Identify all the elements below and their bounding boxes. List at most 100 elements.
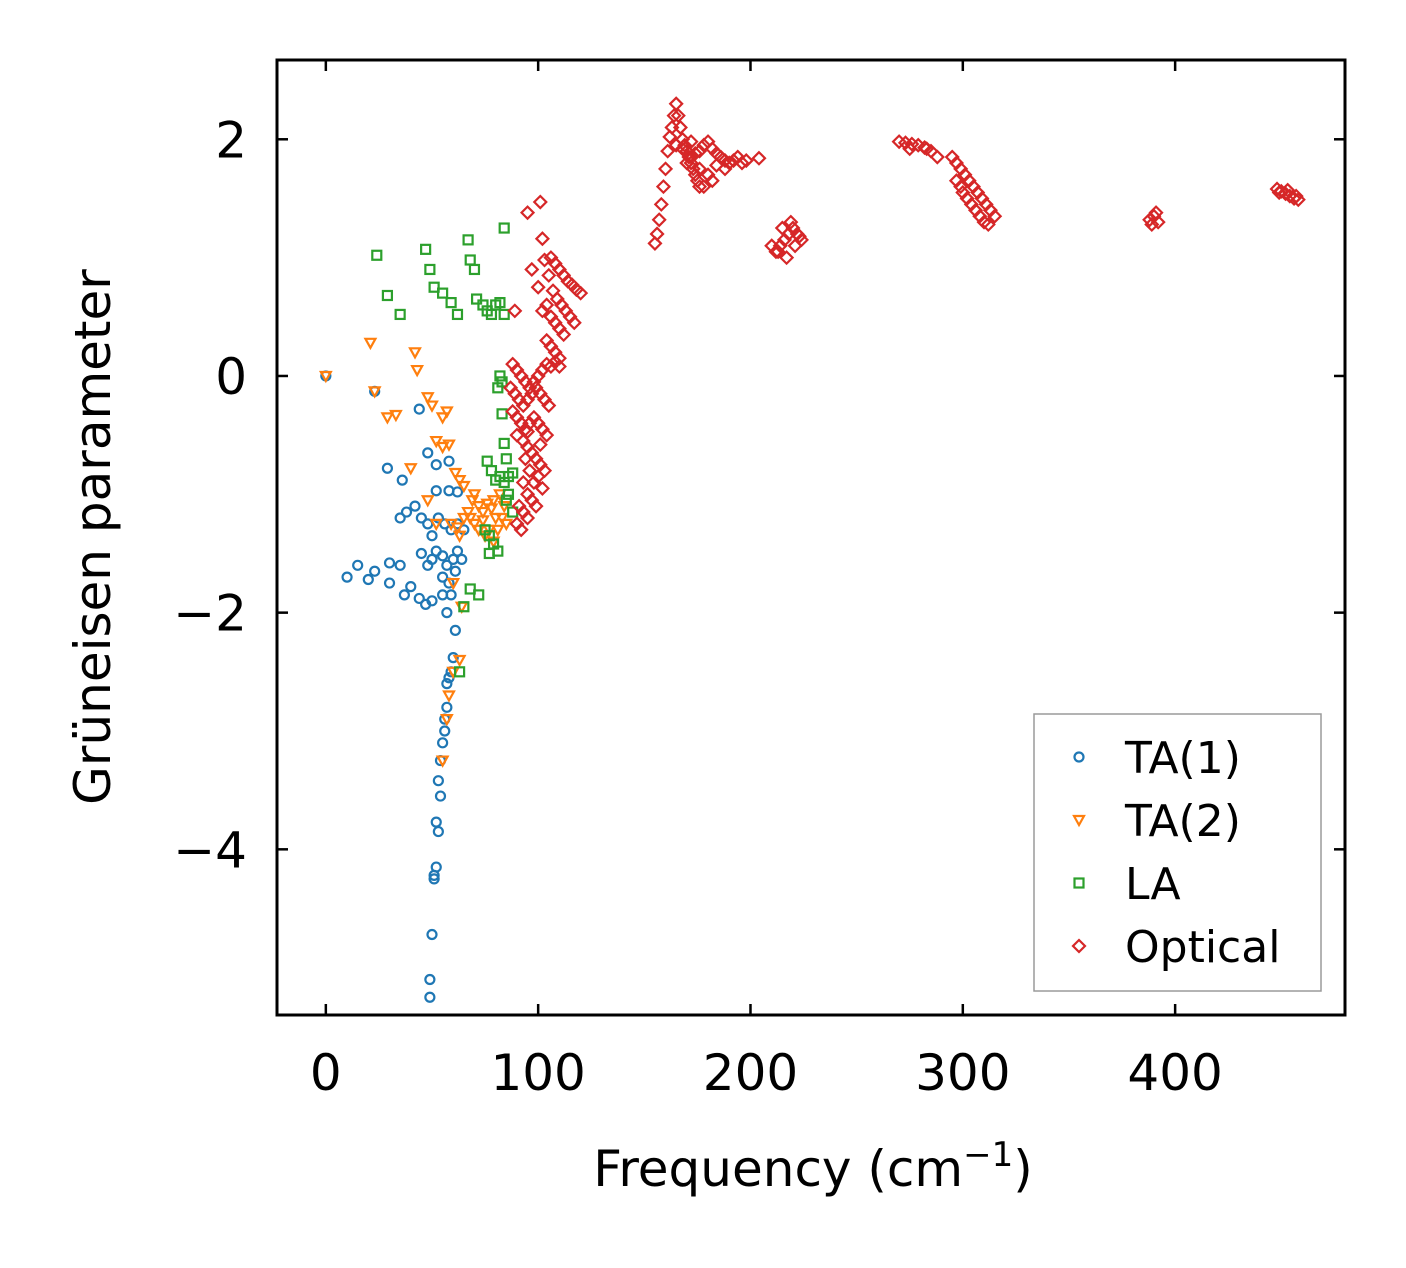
data-point xyxy=(415,512,427,524)
data-point xyxy=(948,155,964,171)
data-point xyxy=(556,267,572,283)
data-point xyxy=(536,392,553,408)
data-point xyxy=(422,447,434,459)
data-point xyxy=(534,421,550,437)
data-point xyxy=(543,338,559,354)
y-tick-label: −2 xyxy=(173,585,247,643)
data-point xyxy=(961,173,977,189)
data-point xyxy=(498,437,510,450)
data-point xyxy=(462,234,474,246)
data-point xyxy=(668,96,684,112)
data-point xyxy=(441,701,453,713)
x-axis-label: Frequency (cm−1) xyxy=(593,1135,1033,1198)
data-point xyxy=(519,424,536,440)
data-point xyxy=(519,392,536,408)
legend-label: LA xyxy=(1125,859,1181,910)
data-point xyxy=(471,501,486,514)
data-point xyxy=(410,364,425,378)
x-tick-label: 100 xyxy=(490,1044,585,1102)
data-point xyxy=(717,161,733,177)
data-point xyxy=(768,244,784,260)
data-point xyxy=(456,553,468,565)
data-point xyxy=(486,495,501,508)
data-point xyxy=(451,545,464,557)
data-point xyxy=(647,235,663,251)
legend-entry: Optical xyxy=(1071,922,1280,973)
data-point xyxy=(505,356,521,372)
plot-frame xyxy=(275,58,1347,1017)
data-point xyxy=(783,214,799,230)
data-point xyxy=(452,530,467,543)
data-point xyxy=(534,231,550,247)
data-point xyxy=(541,397,557,414)
data-point xyxy=(449,565,461,577)
data-point xyxy=(534,480,550,496)
data-point xyxy=(413,403,425,415)
data-point xyxy=(776,232,793,248)
data-point xyxy=(467,489,482,502)
data-point xyxy=(490,524,505,538)
data-point xyxy=(451,486,464,498)
data-point xyxy=(519,486,536,502)
legend-marker xyxy=(1072,814,1086,828)
data-point xyxy=(363,337,378,351)
data-point xyxy=(528,498,544,514)
data-point xyxy=(443,455,455,467)
data-point xyxy=(519,439,536,455)
data-point xyxy=(429,518,444,532)
x-tick-label: 200 xyxy=(703,1044,798,1102)
data-point xyxy=(435,441,450,455)
data-point xyxy=(551,261,567,278)
data-point xyxy=(509,516,525,532)
data-point xyxy=(394,308,406,321)
data-point xyxy=(704,173,720,189)
y-axis-label: Grüneisen parameter xyxy=(64,269,122,805)
data-point xyxy=(496,376,508,388)
data-point xyxy=(511,498,527,514)
data-point xyxy=(1290,192,1306,208)
data-point xyxy=(526,409,542,425)
data-point xyxy=(957,167,973,183)
legend-label: Optical xyxy=(1125,922,1280,973)
data-point xyxy=(528,451,544,467)
data-point xyxy=(428,873,440,885)
data-point xyxy=(965,179,981,195)
data-point xyxy=(500,494,512,506)
data-point xyxy=(539,427,555,443)
data-point xyxy=(919,141,935,157)
data-point xyxy=(484,503,499,516)
data-point xyxy=(451,308,464,321)
data-point xyxy=(507,467,519,479)
data-point xyxy=(530,415,546,431)
x-tick-label: 0 xyxy=(310,1044,342,1102)
data-point xyxy=(507,386,523,402)
data-point xyxy=(454,666,466,678)
data-point xyxy=(435,412,450,425)
data-point xyxy=(420,392,435,405)
data-point xyxy=(505,403,521,420)
data-point xyxy=(532,457,548,473)
data-point xyxy=(513,522,529,538)
data-point xyxy=(367,386,382,399)
data-point xyxy=(318,370,333,384)
data-point xyxy=(573,285,589,301)
data-point xyxy=(456,512,471,526)
data-point xyxy=(532,386,548,402)
data-point xyxy=(543,250,559,266)
data-point xyxy=(683,134,699,150)
data-point xyxy=(441,678,453,690)
data-point xyxy=(371,249,383,261)
data-point xyxy=(517,451,533,467)
data-point xyxy=(982,202,998,218)
data-point xyxy=(532,437,548,453)
data-point xyxy=(978,196,994,212)
data-point xyxy=(674,141,691,157)
legend-label: TA(2) xyxy=(1124,796,1241,847)
data-point xyxy=(655,179,671,195)
data-point xyxy=(403,463,418,476)
data-point xyxy=(549,291,565,307)
data-point xyxy=(394,559,406,571)
data-point xyxy=(426,553,438,565)
data-point xyxy=(441,559,453,571)
